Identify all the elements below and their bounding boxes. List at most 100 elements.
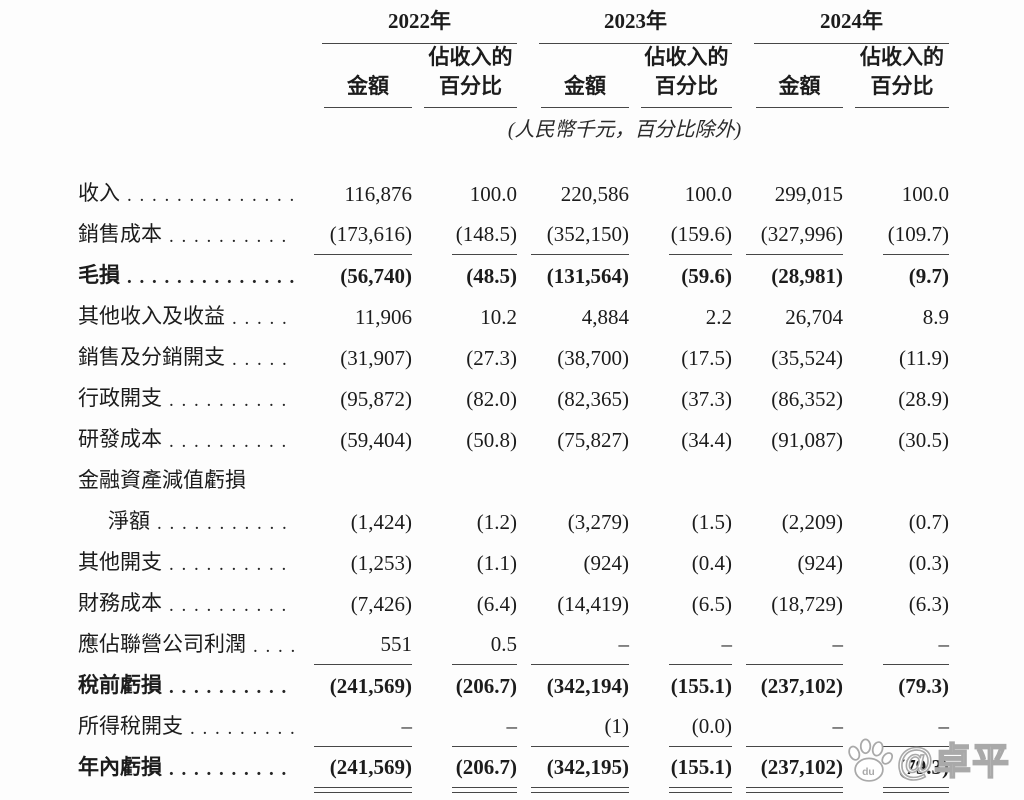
dot-leader <box>169 428 294 453</box>
dot-leader <box>169 674 294 699</box>
dot-leader <box>232 305 294 330</box>
baidu-paw-icon: du <box>848 738 893 782</box>
cell-value: (2,209) <box>781 510 843 534</box>
cell-value: (159.6) <box>669 214 732 255</box>
row-label-text: 金融資產減值虧損 <box>78 468 246 492</box>
cell-value: – <box>883 624 949 665</box>
cell-value: (155.1) <box>669 747 732 793</box>
cell-value: (17.5) <box>681 346 732 370</box>
row-label: 其他開支 <box>78 542 300 583</box>
cell-value: (75,827) <box>557 428 629 452</box>
row-label: 所得稅開支 <box>78 706 300 747</box>
cell-value: (34.4) <box>681 428 732 452</box>
pct-label-line2: 百分比 <box>439 73 502 98</box>
cell-value: (1,424) <box>350 510 412 534</box>
amount-column-header: 金額 <box>756 44 843 108</box>
cell-value: (56,740) <box>340 264 412 288</box>
cell-value: (48.5) <box>466 264 517 288</box>
cell-value: (28,981) <box>771 264 843 288</box>
row-label: 其他收入及收益 <box>78 296 300 337</box>
row-label-text: 行政開支 <box>78 386 162 410</box>
cell-value: (0.7) <box>908 510 949 534</box>
pct-column-header: 佔收入的 百分比 <box>424 44 517 108</box>
year-header-2022: 2022年 <box>322 4 517 44</box>
dot-leader <box>253 633 294 658</box>
cell-value: (38,700) <box>557 346 629 370</box>
dot-leader <box>127 182 294 207</box>
cell-value: 10.2 <box>480 305 517 329</box>
cell-value: – <box>452 706 517 747</box>
cell-value: (30.5) <box>898 428 949 452</box>
dot-leader <box>127 264 294 289</box>
pct-label-line2: 百分比 <box>655 73 718 98</box>
cell-value: 0.5 <box>452 624 517 665</box>
cell-value: (79.3) <box>898 674 949 698</box>
cell-value: 100.0 <box>469 182 517 206</box>
pct-label-line1: 佔收入的 <box>860 45 944 70</box>
cell-value: 8.9 <box>922 305 949 329</box>
cell-value: (28.9) <box>898 387 949 411</box>
cell-value: (79.3) <box>883 747 949 793</box>
cell-value: – <box>746 624 843 665</box>
cell-value: (1) <box>531 706 629 747</box>
row-label: 毛損 <box>78 255 300 296</box>
cell-value: (1,253) <box>350 551 412 575</box>
cell-value: (11.9) <box>899 346 949 370</box>
row-label-text: 銷售成本 <box>78 222 162 246</box>
cell-value: – <box>746 706 843 747</box>
cell-value: (1.2) <box>476 510 517 534</box>
cell-value <box>314 460 412 501</box>
dot-leader <box>169 551 294 576</box>
cell-value: 220,586 <box>560 182 629 206</box>
row-label-text: 所得稅開支 <box>78 714 183 738</box>
cell-value: (35,524) <box>771 346 843 370</box>
cell-value: (0.0) <box>669 706 732 747</box>
cell-value <box>883 460 949 501</box>
amount-label: 金額 <box>564 73 606 98</box>
cell-value <box>452 460 517 501</box>
row-label: 淨額 <box>78 501 300 542</box>
cell-value: (6.5) <box>691 592 732 616</box>
cell-value: 11,906 <box>355 305 412 329</box>
row-label-text: 銷售及分銷開支 <box>78 345 225 369</box>
header-blank <box>78 4 300 44</box>
dot-leader <box>190 715 294 740</box>
row-label-text: 稅前虧損 <box>78 673 162 697</box>
cell-value: (109.7) <box>883 214 949 255</box>
pct-column-header: 佔收入的 百分比 <box>641 44 732 108</box>
financial-table: 2022年 2023年 2024年 金額 佔收入的 百分比 金額 佔收入的 百分… <box>78 4 949 793</box>
pct-label-line1: 佔收入的 <box>644 45 729 70</box>
cell-value: 4,884 <box>581 305 629 329</box>
cell-value: – <box>531 624 629 665</box>
cell-value: (50.8) <box>466 428 517 452</box>
row-label: 銷售及分銷開支 <box>78 337 300 378</box>
row-label-text: 應佔聯營公司利潤 <box>78 632 246 656</box>
cell-value: (173,616) <box>314 214 412 255</box>
row-label-text: 其他收入及收益 <box>78 304 225 328</box>
row-label-text: 毛損 <box>78 263 120 287</box>
cell-value: (95,872) <box>340 387 412 411</box>
row-label: 年內虧損 <box>78 747 300 788</box>
row-label: 研發成本 <box>78 419 300 460</box>
cell-value: (3,279) <box>567 510 629 534</box>
pct-label-line2: 百分比 <box>870 73 934 98</box>
paw-du-text: du <box>862 767 875 778</box>
cell-value: (924) <box>797 551 844 575</box>
row-label-text: 收入 <box>78 181 120 205</box>
cell-value: (352,150) <box>531 214 629 255</box>
cell-value: (86,352) <box>771 387 843 411</box>
cell-value: (206.7) <box>452 747 517 793</box>
dot-leader <box>169 756 294 781</box>
cell-value: – <box>883 706 949 747</box>
dot-leader <box>169 223 294 248</box>
cell-value: (327,996) <box>746 214 843 255</box>
row-label-text: 年內虧損 <box>78 755 162 779</box>
header-gap <box>78 146 949 173</box>
cell-value <box>531 460 629 501</box>
cell-value: (18,729) <box>771 592 843 616</box>
watermark-text: @卓平 <box>896 740 1010 782</box>
cell-value: 551 <box>314 624 412 665</box>
cell-value: 26,704 <box>785 305 843 329</box>
cell-value: (237,102) <box>760 674 843 698</box>
cell-value: 2.2 <box>705 305 732 329</box>
